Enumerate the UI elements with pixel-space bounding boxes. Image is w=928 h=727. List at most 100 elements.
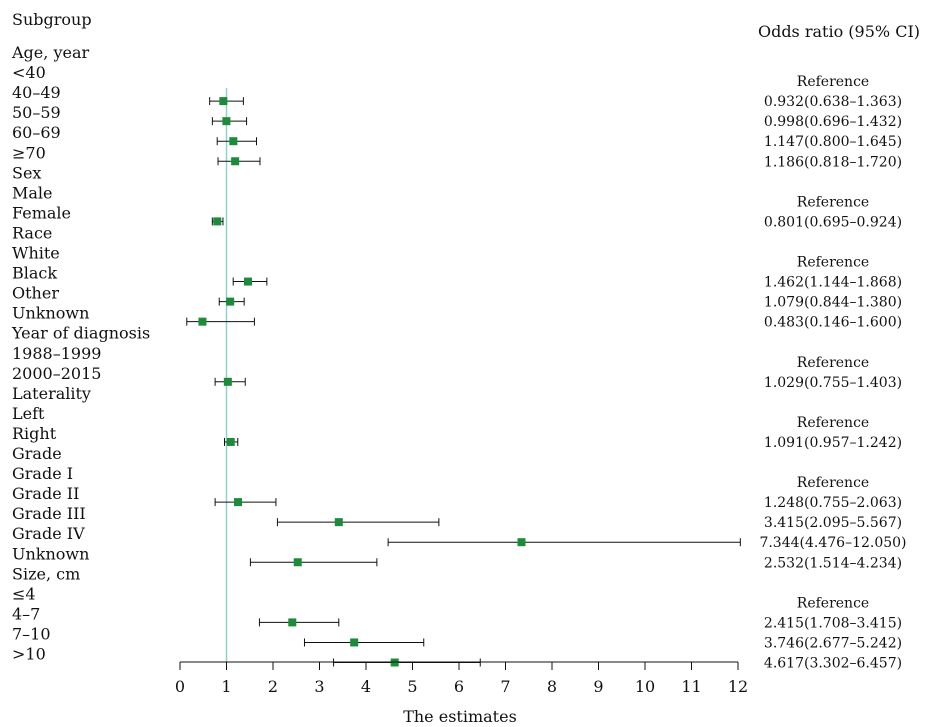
- group-label: Laterality: [12, 384, 91, 403]
- odds-ratio-value: Reference: [797, 194, 869, 210]
- odds-ratio-value: Reference: [797, 595, 869, 611]
- x-tick-label: 1: [221, 677, 231, 696]
- odds-ratio-value: 0.483(0.146–1.600): [764, 315, 902, 331]
- forest-row: Year of diagnosis: [11, 324, 150, 343]
- forest-row: >10 4.617(3.302–6.457): [12, 645, 902, 672]
- x-tick-label: 7: [500, 677, 510, 696]
- x-tick-label: 10: [635, 677, 655, 696]
- point-estimate-marker: [517, 538, 526, 547]
- odds-ratio-value: 2.532(1.514–4.234): [764, 555, 902, 571]
- odds-ratio-value: 7.344(4.476–12.050): [759, 535, 906, 551]
- odds-ratio-value: 1.186(0.818–1.720): [764, 154, 902, 170]
- odds-ratio-value: Reference: [797, 255, 869, 271]
- subgroup-label: Grade IV: [12, 524, 85, 543]
- point-estimate-marker: [223, 377, 232, 386]
- forest-row: White Reference: [12, 244, 869, 271]
- point-estimate-marker: [222, 117, 231, 126]
- subgroup-label: >10: [12, 645, 46, 664]
- x-tick-label: 12: [728, 677, 748, 696]
- subgroup-label: Grade I: [12, 464, 73, 483]
- group-label: Sex: [12, 163, 41, 182]
- subgroup-label: Left: [12, 404, 45, 423]
- group-label: Grade: [12, 444, 62, 463]
- odds-ratio-value: 1.029(0.755–1.403): [764, 375, 902, 391]
- odds-ratio-value: 3.746(2.677–5.242): [764, 635, 902, 651]
- odds-ratio-value: 1.147(0.800–1.645): [764, 134, 902, 150]
- x-tick-label: 8: [547, 677, 557, 696]
- forest-row: 2000–2015 1.029(0.755–1.403): [12, 364, 902, 391]
- subgroup-label: Grade III: [12, 504, 86, 523]
- odds-ratio-header: Odds ratio (95% CI): [758, 22, 920, 41]
- odds-ratio-value: 0.932(0.638–1.363): [764, 94, 902, 110]
- x-axis: 0 1 2 3 4 5 6 7 8 9 10 11 12: [175, 661, 748, 696]
- forest-row: Unknown 0.483(0.146–1.600): [12, 304, 902, 331]
- forest-row: 1988–1999 Reference: [12, 344, 869, 371]
- odds-ratio-value: Reference: [797, 355, 869, 371]
- forest-row: 40–49 0.932(0.638–1.363): [12, 83, 902, 110]
- subgroup-label: <40: [12, 63, 46, 82]
- point-estimate-marker: [198, 317, 207, 326]
- forest-row: Grade IV 7.344(4.476–12.050): [12, 524, 907, 551]
- x-tick-label: 0: [175, 677, 185, 696]
- subgroup-label: 2000–2015: [12, 364, 101, 383]
- group-label: Race: [12, 223, 52, 242]
- point-estimate-marker: [334, 518, 343, 527]
- forest-row: Sex: [12, 163, 41, 182]
- forest-row: 60–69 1.147(0.800–1.645): [12, 123, 902, 150]
- forest-row: Grade I Reference: [12, 464, 869, 491]
- forest-row: 4–7 2.415(1.708–3.415): [12, 604, 902, 631]
- subgroup-label: 7–10: [12, 624, 51, 643]
- group-label: Year of diagnosis: [11, 324, 150, 343]
- x-tick-label: 11: [681, 677, 701, 696]
- odds-ratio-value: 2.415(1.708–3.415): [764, 615, 902, 631]
- forest-row: Male Reference: [12, 183, 869, 210]
- forest-row: Other 1.079(0.844–1.380): [12, 284, 902, 311]
- x-tick-label: 3: [314, 677, 324, 696]
- forest-row: Size, cm: [12, 564, 80, 583]
- odds-ratio-value: 0.801(0.695–0.924): [764, 214, 902, 230]
- odds-ratio-value: 1.091(0.957–1.242): [764, 435, 902, 451]
- point-estimate-marker: [293, 558, 302, 567]
- odds-ratio-value: Reference: [797, 415, 869, 431]
- subgroup-label: Female: [12, 203, 71, 222]
- subgroup-label: Unknown: [12, 304, 89, 323]
- forest-row: <40 Reference: [12, 63, 869, 90]
- point-estimate-marker: [219, 97, 228, 106]
- forest-row: Left Reference: [12, 404, 869, 431]
- forest-row: Laterality: [12, 384, 91, 403]
- x-tick-label: 4: [361, 677, 371, 696]
- forest-row: Grade: [12, 444, 62, 463]
- odds-ratio-value: Reference: [797, 475, 869, 491]
- subgroup-label: Unknown: [12, 544, 89, 563]
- subgroup-label: Male: [12, 183, 53, 202]
- subgroup-label: 4–7: [12, 604, 40, 623]
- forest-row: Unknown 2.532(1.514–4.234): [12, 544, 902, 571]
- forest-row: Black 1.462(1.144–1.868): [12, 264, 902, 291]
- odds-ratio-value: 0.998(0.696–1.432): [764, 114, 902, 130]
- x-tick-label: 2: [268, 677, 278, 696]
- subgroup-label: Grade II: [12, 484, 79, 503]
- rows-layer: Age, year<40 Reference 40–49 0.932(0.638–1.…: [11, 43, 907, 672]
- forest-row: Female 0.801(0.695–0.924): [12, 203, 902, 230]
- subgroup-label: 1988–1999: [12, 344, 101, 363]
- odds-ratio-value: 1.462(1.144–1.868): [764, 275, 902, 291]
- subgroup-label: Black: [12, 264, 57, 283]
- subgroup-label: White: [12, 244, 60, 263]
- subgroup-label: 60–69: [12, 123, 61, 142]
- subgroup-label: 50–59: [12, 103, 61, 122]
- forest-row: 7–10 3.746(2.677–5.242): [12, 624, 902, 651]
- forest-row: Race: [12, 223, 52, 242]
- subgroup-label: 40–49: [12, 83, 61, 102]
- forest-row: Right 1.091(0.957–1.242): [12, 424, 902, 451]
- subgroup-label: Other: [12, 284, 59, 303]
- odds-ratio-value: 3.415(2.095–5.567): [764, 515, 902, 531]
- odds-ratio-value: Reference: [797, 74, 869, 90]
- forest-row: Grade III 3.415(2.095–5.567): [12, 504, 902, 531]
- subgroup-header: Subgroup: [12, 10, 92, 29]
- forest-row: Age, year: [11, 43, 89, 62]
- x-tick-label: 5: [407, 677, 417, 696]
- point-estimate-marker: [229, 137, 238, 146]
- point-estimate-marker: [288, 618, 297, 627]
- subgroup-label: ≥70: [12, 143, 46, 162]
